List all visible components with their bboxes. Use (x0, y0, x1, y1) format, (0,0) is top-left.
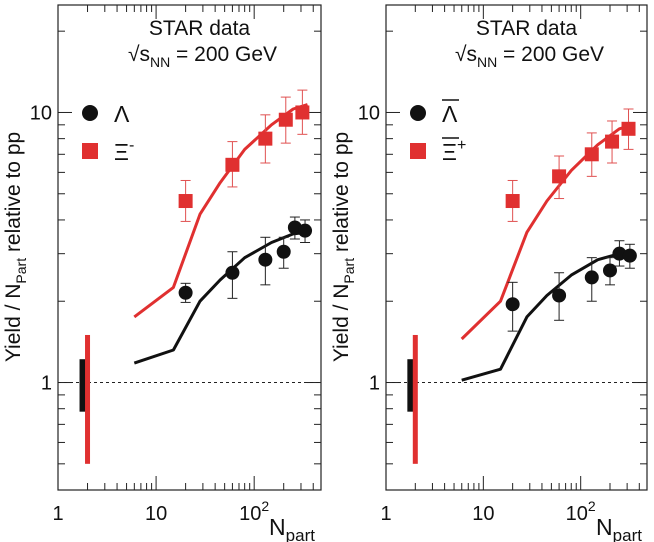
data-point-square (505, 194, 520, 209)
header-subscript: NN (477, 54, 497, 70)
x-tick-label: 10 (145, 503, 167, 525)
legend-label: Ξ+ (442, 137, 466, 165)
legend-label-text: Λ (114, 101, 130, 127)
data-point-circle (258, 252, 273, 267)
data-point-circle (225, 265, 240, 280)
x-tick-label-exponent: 2 (588, 498, 596, 514)
x-axis-label-main: N (269, 514, 286, 540)
data-point-square (295, 105, 310, 120)
data-point-square (225, 157, 240, 172)
y-tick-label: 1 (41, 373, 52, 395)
x-axis-label-main: N (596, 514, 613, 540)
legend-marker-square (410, 143, 426, 159)
data-point-circle (298, 223, 313, 238)
legend-marker-square (82, 143, 98, 159)
data-point-circle (178, 285, 193, 300)
y-tick-label-text: 1 (41, 373, 52, 395)
y-axis-label-tail: relative to pp (330, 132, 353, 258)
header-title-text: STAR data (476, 17, 577, 40)
x-axis-label: Npart (596, 514, 642, 542)
header-title: STAR data (476, 17, 577, 40)
header-sqrt: √s (455, 43, 477, 66)
systematic-bar-red (412, 334, 418, 464)
x-axis-label-subscript: part (613, 526, 643, 542)
x-axis-label-subscript: part (286, 526, 316, 542)
data-point-circle (276, 244, 291, 259)
data-point-circle (584, 270, 599, 285)
header-energy: √sNN = 200 GeV (128, 43, 277, 70)
data-point-square (552, 169, 567, 184)
header-title: STAR data (149, 17, 250, 40)
legend-label-superscript: + (457, 137, 466, 154)
plot-frame (57, 4, 322, 491)
legend-label-text: Λ (442, 101, 458, 127)
systematic-bar-red (85, 334, 91, 464)
y-axis-label-subscript: Part (341, 258, 357, 284)
legend-marker-circle (82, 105, 98, 121)
data-point-circle (602, 263, 617, 278)
header-energy-value: = 200 GeV (497, 43, 604, 66)
header-subscript: NN (150, 54, 170, 70)
systematic-bar-black (407, 359, 415, 412)
legend-label: Ξ- (114, 137, 134, 165)
systematic-bar-black (79, 359, 87, 412)
header-energy: √sNN = 200 GeV (455, 43, 604, 70)
x-tick-label: 10 (472, 503, 494, 525)
legend-label-text: Ξ (114, 139, 129, 165)
y-axis-label-main: Yield / N (2, 284, 25, 363)
legend-label-superscript: - (129, 137, 134, 154)
x-tick-label: 1 (52, 503, 63, 525)
data-point-circle (505, 297, 520, 312)
y-tick-label: 10 (30, 102, 52, 124)
x-tick-label-text: 10 (472, 503, 494, 525)
model-curve-red (460, 123, 635, 341)
data-point-square (278, 112, 293, 127)
header-sqrt: √s (128, 43, 150, 66)
data-point-circle (612, 246, 627, 261)
y-axis-label: Yield / NPart relative to pp (330, 132, 357, 362)
data-point-square (621, 121, 636, 136)
y-axis-label-subscript: Part (13, 258, 29, 284)
legend-label: Λ (442, 101, 458, 127)
data-point-square (584, 147, 599, 162)
y-axis-label-tail: relative to pp (2, 132, 25, 258)
x-tick-label-text: 10 (239, 503, 261, 525)
y-tick-label: 10 (358, 102, 380, 124)
legend-marker-circle (410, 105, 426, 121)
legend-label: Λ (114, 101, 130, 127)
y-tick-label: 1 (369, 373, 380, 395)
model-curve-red (133, 103, 308, 319)
y-axis-label-main: Yield / N (330, 284, 353, 363)
x-tick-label-text: 10 (145, 503, 167, 525)
legend-label-text: Ξ (442, 139, 457, 165)
x-axis-label: Npart (269, 514, 315, 542)
x-tick-label-text: 10 (566, 503, 588, 525)
header-title-text: STAR data (149, 17, 250, 40)
data-point-circle (552, 288, 567, 303)
data-point-square (178, 194, 193, 209)
x-tick-label-text: 1 (380, 503, 391, 525)
x-tick-label: 102 (566, 498, 596, 525)
y-tick-label-text: 10 (30, 102, 52, 124)
header-energy-value: = 200 GeV (170, 43, 277, 66)
x-tick-label: 102 (239, 498, 269, 525)
data-point-square (605, 134, 620, 149)
x-tick-label: 1 (380, 503, 391, 525)
x-tick-label-text: 1 (52, 503, 63, 525)
plot-frame (385, 4, 648, 491)
y-axis-label: Yield / NPart relative to pp (2, 132, 29, 362)
y-tick-label-text: 1 (369, 373, 380, 395)
data-point-circle (622, 248, 637, 263)
x-tick-label-exponent: 2 (261, 498, 269, 514)
data-point-square (258, 131, 273, 146)
y-tick-label-text: 10 (358, 102, 380, 124)
